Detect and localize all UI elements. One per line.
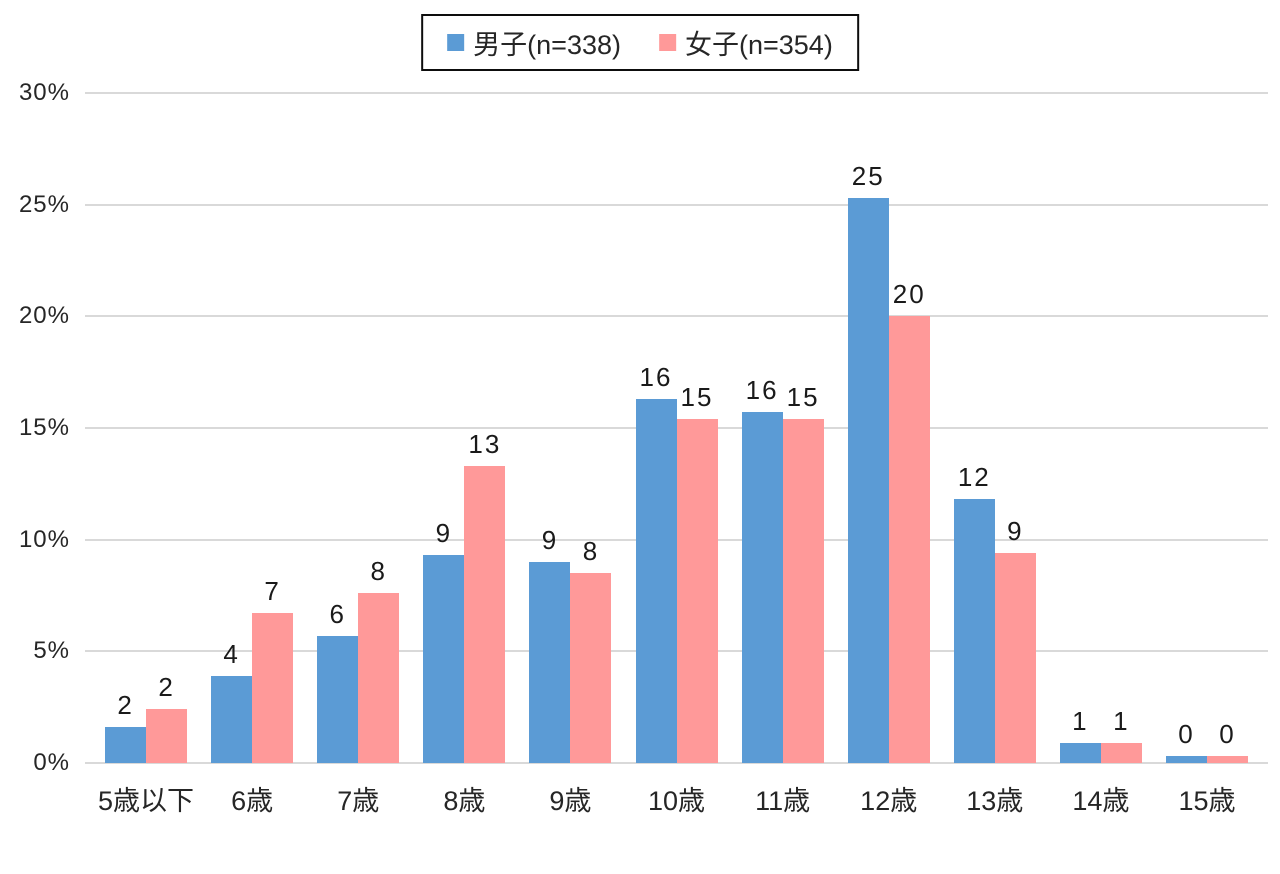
legend-swatch-girls-icon bbox=[659, 34, 676, 51]
legend-label-boys: 男子(n=338) bbox=[473, 30, 621, 60]
bar-group-3: 9 13 bbox=[411, 93, 517, 763]
bar-female-6: 15 bbox=[782, 382, 824, 763]
data-label-female-3: 13 bbox=[468, 428, 502, 459]
gridline bbox=[85, 762, 1268, 764]
data-label-female-8: 9 bbox=[1007, 516, 1024, 547]
y-tick-label: 20% bbox=[18, 302, 70, 330]
bar-female-10: 0 bbox=[1206, 719, 1248, 763]
bar-group-7: 25 20 bbox=[836, 93, 942, 763]
gridline bbox=[85, 315, 1268, 318]
y-tick-label: 5% bbox=[33, 637, 70, 665]
data-label-female-9: 1 bbox=[1113, 705, 1130, 736]
x-tick-label-7: 12歳 bbox=[860, 786, 918, 816]
x-tick-label-9: 14歳 bbox=[1072, 786, 1130, 816]
y-tick-label: 15% bbox=[18, 414, 70, 441]
bar-group-5: 16 15 bbox=[623, 93, 729, 763]
bar-male-3: 9 bbox=[423, 518, 465, 763]
data-label-female-5: 15 bbox=[680, 382, 714, 413]
data-label-male-5: 16 bbox=[639, 361, 673, 392]
legend-item-girls: 女子(n=354) bbox=[659, 23, 833, 62]
data-label-male-2: 6 bbox=[329, 598, 346, 629]
gridline bbox=[85, 203, 1268, 206]
data-label-male-9: 1 bbox=[1072, 705, 1089, 736]
bar-male-5: 16 bbox=[635, 362, 677, 763]
x-tick-label-4: 9歳 bbox=[549, 786, 592, 816]
gridline bbox=[85, 92, 1268, 94]
legend-swatch-boys-icon bbox=[447, 34, 465, 51]
data-label-female-6: 15 bbox=[786, 382, 820, 413]
bar-male-10: 0 bbox=[1165, 719, 1207, 763]
x-tick-label-10: 15歳 bbox=[1178, 786, 1236, 816]
bar-male-7: 25 bbox=[847, 161, 889, 763]
data-label-female-1: 7 bbox=[264, 576, 281, 607]
bar-female-3: 13 bbox=[464, 429, 506, 763]
bar-female-1: 7 bbox=[252, 576, 294, 763]
data-label-male-7: 25 bbox=[851, 160, 885, 191]
data-label-male-10: 0 bbox=[1178, 719, 1195, 750]
data-label-male-3: 9 bbox=[435, 518, 453, 549]
bar-female-0: 2 bbox=[146, 672, 188, 763]
legend-item-boys: 男子(n=338) bbox=[447, 23, 621, 62]
plot-area: 2 2 4 7 6 8 9 13 9 8 16 15 16 15 25 20 12 9 1 1 0 0 bbox=[85, 92, 1268, 764]
x-tick-label-1: 6歳 bbox=[231, 786, 274, 816]
data-label-male-4: 9 bbox=[541, 525, 559, 555]
data-label-male-8: 12 bbox=[957, 462, 991, 493]
y-tick-label: 30% bbox=[18, 79, 70, 106]
x-tick-label-3: 8歳 bbox=[443, 786, 486, 816]
x-tick-label-8: 13歳 bbox=[966, 786, 1024, 816]
x-tick-label-5: 10歳 bbox=[647, 786, 706, 816]
x-tick-label-6: 11歳 bbox=[755, 786, 811, 816]
y-tick-label: 0% bbox=[33, 749, 70, 776]
bar-female-2: 8 bbox=[358, 556, 400, 763]
data-label-male-6: 16 bbox=[745, 375, 779, 406]
y-tick-label: 25% bbox=[18, 190, 70, 218]
y-tick-label: 10% bbox=[18, 525, 70, 553]
bar-female-8: 9 bbox=[994, 516, 1036, 763]
data-label-female-7: 20 bbox=[892, 279, 926, 310]
bar-group-6: 16 15 bbox=[730, 93, 836, 763]
bar-female-5: 15 bbox=[676, 382, 718, 763]
bar-male-2: 6 bbox=[317, 599, 359, 763]
bar-male-8: 12 bbox=[953, 462, 995, 763]
bar-male-6: 16 bbox=[741, 375, 783, 763]
bar-female-7: 20 bbox=[888, 279, 930, 763]
bar-male-1: 4 bbox=[211, 639, 253, 763]
bar-male-4: 9 bbox=[529, 525, 571, 763]
bar-male-9: 1 bbox=[1059, 706, 1101, 763]
data-label-female-2: 8 bbox=[370, 556, 387, 587]
data-label-female-10: 0 bbox=[1219, 719, 1236, 750]
x-tick-label-0: 5歳以下 bbox=[98, 786, 195, 816]
data-label-female-4: 8 bbox=[582, 536, 600, 567]
y-axis: 30% 25% 20% 15% 10% 5% 0% bbox=[0, 79, 76, 776]
legend-label-girls: 女子(n=354) bbox=[685, 30, 833, 60]
bar-female-4: 8 bbox=[570, 536, 612, 763]
data-label-female-0: 2 bbox=[158, 672, 175, 703]
x-tick-label-2: 7歳 bbox=[337, 786, 380, 816]
data-label-male-0: 2 bbox=[117, 690, 134, 721]
bar-male-0: 2 bbox=[105, 690, 147, 763]
legend: 男子(n=338) 女子(n=354) bbox=[421, 14, 859, 71]
x-axis: 5歳以下 6歳 7歳 8歳 9歳 10歳 11歳 12歳 13歳 14歳 15歳 bbox=[85, 779, 1268, 818]
bar-female-9: 1 bbox=[1100, 706, 1142, 763]
bar-group-8: 12 9 bbox=[942, 93, 1048, 763]
data-label-male-1: 4 bbox=[223, 638, 240, 669]
bars-layer: 2 2 4 7 6 8 9 13 9 8 16 15 16 15 25 20 12 9 1 1 0 0 bbox=[85, 93, 1268, 763]
